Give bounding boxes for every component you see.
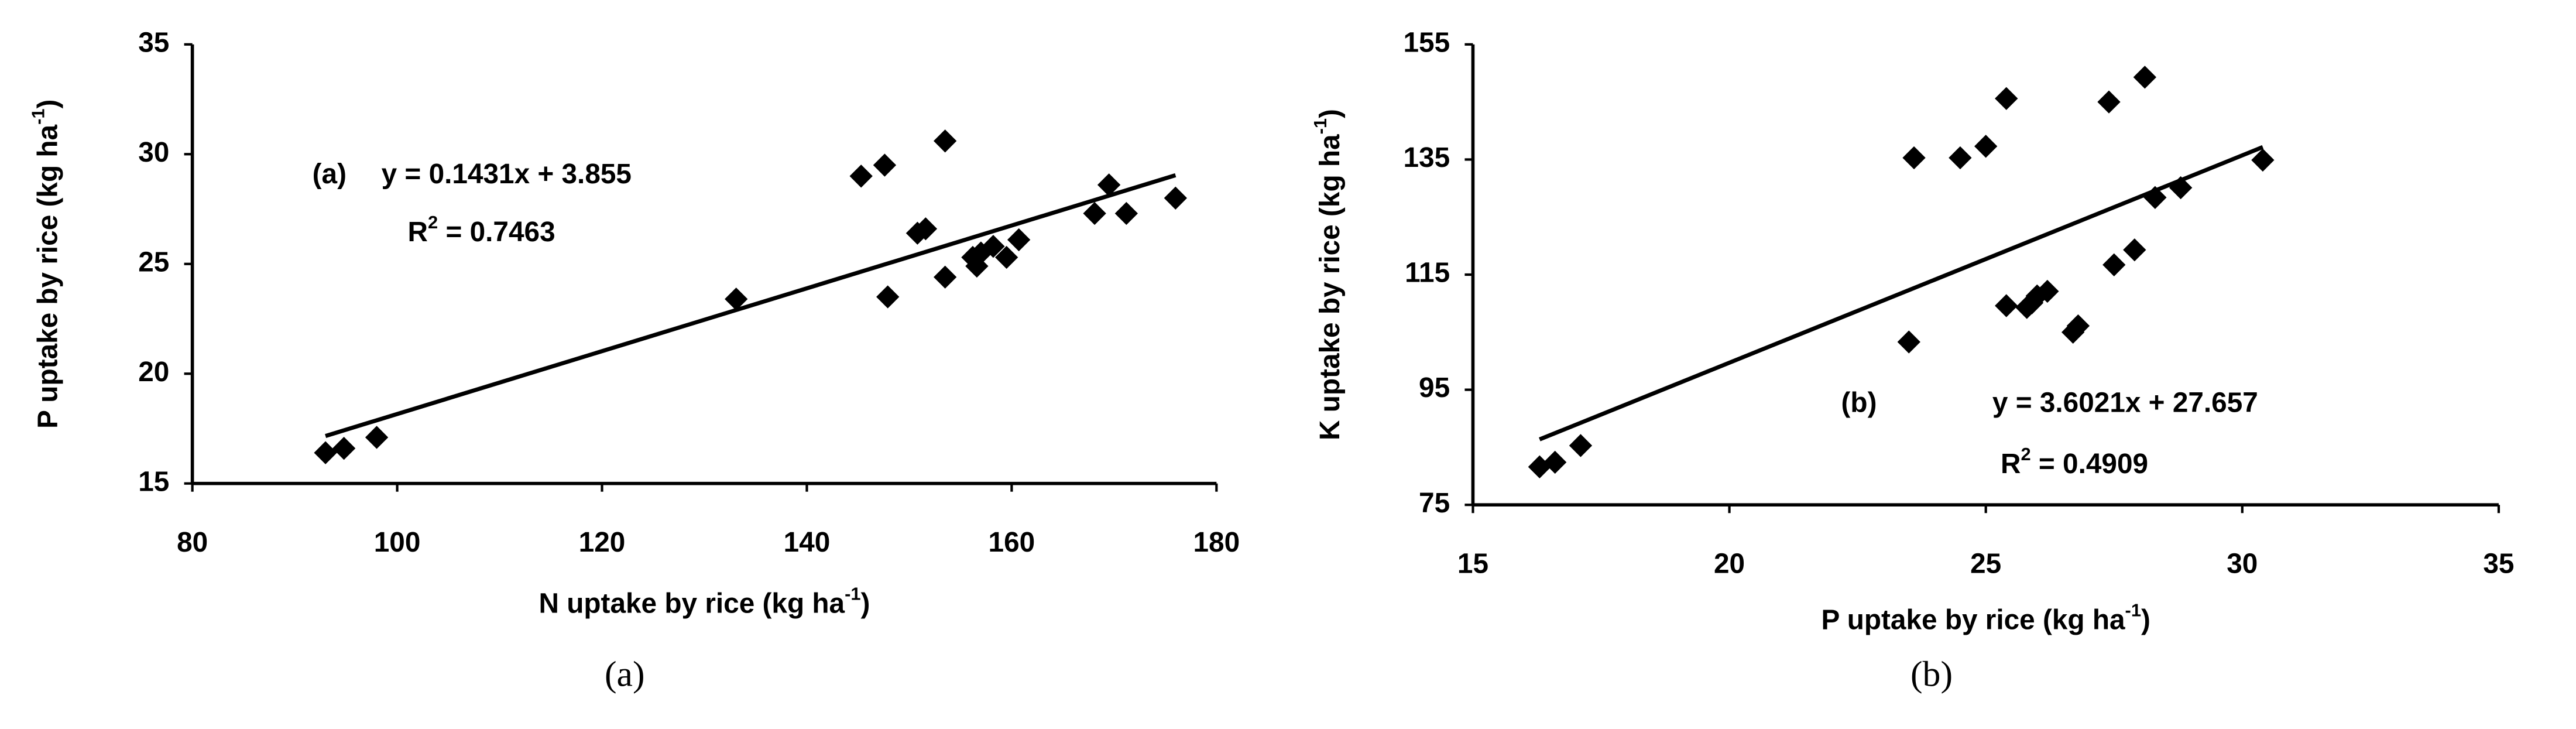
x-axis-label-sup: -1: [2125, 600, 2141, 620]
y-axis-label-tail: ): [1315, 109, 1346, 118]
point: [2123, 238, 2146, 262]
x-axis-label: N uptake by rice (kg ha-1): [539, 583, 870, 619]
y-tick-label: 135: [1403, 142, 1450, 173]
y-tick-label: 35: [138, 27, 169, 58]
r-squared-sup: 2: [2021, 443, 2030, 464]
x-axis-label-text: P uptake by rice (kg ha: [1821, 604, 2125, 635]
point: [1974, 135, 1998, 158]
trendline: [325, 173, 1176, 438]
y-tick-label: 30: [138, 137, 169, 168]
point: [1164, 186, 1188, 210]
r-squared-tail: = 0.4909: [2031, 448, 2148, 479]
y-axis-label-text: K uptake by rice (kg ha: [1315, 134, 1346, 440]
y-tick-label: 155: [1403, 27, 1450, 58]
x-tick-label: 35: [2483, 549, 2514, 580]
point: [1083, 201, 1106, 225]
y-tick-label: 20: [138, 357, 169, 388]
y-axis-label: K uptake by rice (kg ha-1): [1310, 109, 1346, 440]
point: [1902, 146, 1926, 170]
x-axis-label-tail: ): [861, 588, 870, 619]
point: [934, 265, 957, 289]
r-squared: R2 = 0.7463: [408, 211, 555, 247]
x-axis-label-text: N uptake by rice (kg ha: [539, 588, 845, 619]
x-tick-label: 180: [1193, 527, 1240, 558]
y-tick-label: 75: [1419, 488, 1450, 519]
point: [1007, 228, 1031, 252]
y-axis-label-tail: ): [32, 100, 63, 109]
x-tick-label: 30: [2227, 549, 2258, 580]
point: [725, 288, 748, 311]
caption: (b): [1910, 654, 1953, 694]
point: [2102, 253, 2126, 276]
equation: y = 0.1431x + 3.855: [382, 159, 632, 190]
y-axis-label: P uptake by rice (kg ha-1): [28, 100, 63, 429]
point: [934, 129, 957, 153]
point: [1949, 146, 1972, 170]
r-squared: R2 = 0.4909: [2001, 443, 2148, 479]
caption: (a): [605, 654, 645, 694]
point: [849, 165, 873, 188]
r-squared-text: R: [408, 216, 428, 247]
point: [365, 426, 389, 449]
point: [2169, 176, 2193, 200]
y-tick-label: 25: [138, 247, 169, 278]
trendline: [1539, 145, 2264, 441]
x-axis-label-sup: -1: [845, 583, 860, 604]
y-tick-label: 95: [1419, 372, 1450, 403]
x-tick-label: 140: [784, 527, 831, 558]
point: [1569, 434, 1593, 457]
x-tick-label: 120: [579, 527, 626, 558]
point: [873, 153, 897, 177]
point: [2097, 90, 2121, 114]
point: [2133, 66, 2156, 89]
x-tick-label: 160: [989, 527, 1035, 558]
y-axis-label-text: P uptake by rice (kg ha: [32, 124, 63, 429]
panel-label: (a): [313, 159, 347, 190]
r-squared-text: R: [2001, 448, 2021, 479]
point: [994, 245, 1018, 269]
x-tick-label: 80: [177, 527, 208, 558]
x-axis-label-tail: ): [2141, 604, 2150, 635]
y-axis-label-sup: -1: [28, 108, 48, 124]
point: [1114, 201, 1138, 225]
r-squared-sup: 2: [428, 211, 438, 232]
point: [332, 437, 356, 460]
panel-label: (b): [1841, 387, 1877, 418]
y-tick-label: 15: [138, 466, 169, 497]
x-axis-label: P uptake by rice (kg ha-1): [1821, 600, 2150, 635]
point: [914, 217, 938, 241]
point: [2143, 186, 2167, 209]
y-axis-label-sup: -1: [1310, 118, 1330, 134]
point: [982, 235, 1005, 258]
equation: y = 3.6021x + 27.657: [1992, 387, 2258, 418]
point: [1995, 87, 2018, 110]
point: [314, 441, 337, 464]
y-tick-label: 115: [1405, 258, 1450, 289]
x-tick-label: 100: [374, 527, 421, 558]
point: [1897, 330, 1920, 354]
x-tick-label: 15: [1457, 549, 1488, 580]
x-tick-label: 20: [1714, 549, 1745, 580]
x-tick-label: 25: [1970, 549, 2001, 580]
point: [876, 285, 900, 309]
point: [1995, 294, 2018, 317]
r-squared-tail: = 0.7463: [438, 216, 555, 247]
